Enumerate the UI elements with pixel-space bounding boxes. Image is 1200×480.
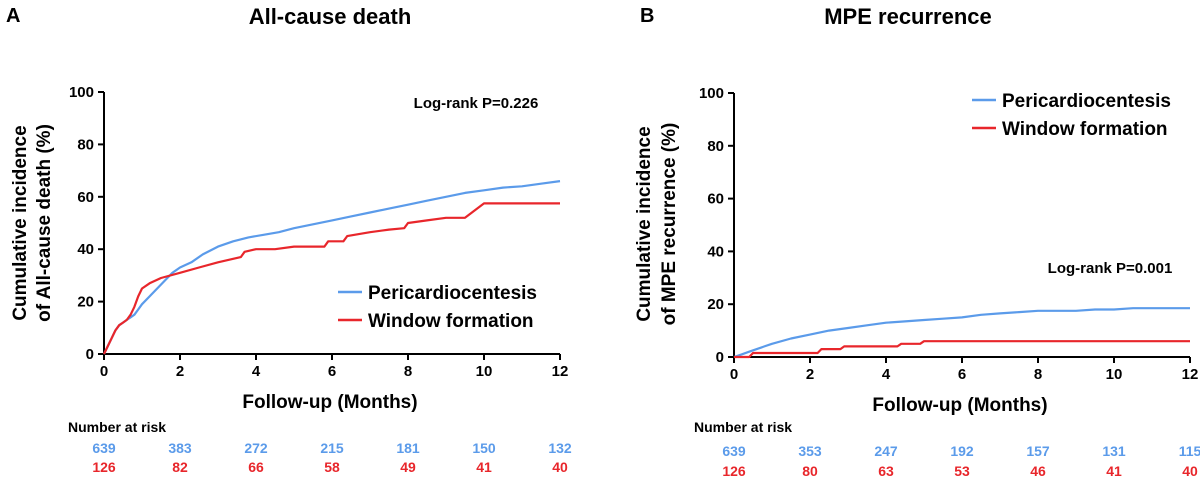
y-tick-label: 60 [707, 191, 724, 208]
y-tick-label: 20 [77, 294, 94, 311]
legend-label-window-formation: Window formation [368, 311, 534, 332]
x-tick-label: 4 [882, 366, 891, 383]
risk-count: 157 [1026, 443, 1050, 459]
log-rank-annotation: Log-rank P=0.001 [1048, 260, 1173, 277]
risk-count: 272 [244, 440, 268, 456]
y-tick-label: 80 [707, 138, 724, 155]
risk-count: 126 [722, 463, 746, 479]
x-tick-label: 4 [252, 363, 261, 380]
risk-count: 132 [548, 440, 572, 456]
x-tick-label: 10 [1106, 366, 1123, 383]
panel-letter: A [6, 5, 20, 27]
series-line-pericardiocentesis [733, 307, 1190, 359]
panel-letter: B [640, 5, 654, 27]
y-tick-label: 0 [716, 349, 724, 366]
risk-table-title: Number at risk [694, 419, 792, 435]
x-tick-label: 8 [404, 363, 412, 380]
risk-count: 80 [802, 463, 818, 479]
risk-count: 66 [248, 459, 264, 475]
y-tick-label: 100 [69, 84, 94, 101]
series-line-window-formation [734, 340, 1190, 359]
x-axis-label: Follow-up (Months) [872, 395, 1047, 416]
y-tick-label: 100 [699, 85, 724, 102]
y-axis-label-line-1: Cumulative incidence [634, 126, 655, 321]
risk-count: 63 [878, 463, 894, 479]
risk-count: 115 [1179, 443, 1200, 459]
x-tick-label: 12 [552, 363, 569, 380]
panel-a: A All-cause death 0 20 40 60 80 100 0 2 4 6 8 10 12 Fol… [6, 4, 572, 475]
risk-count: 383 [168, 440, 192, 456]
risk-count: 192 [950, 443, 974, 459]
risk-count: 58 [324, 459, 340, 475]
x-tick-label: 12 [1182, 366, 1199, 383]
y-tick-label: 20 [707, 296, 724, 313]
x-tick-label: 0 [100, 363, 108, 380]
legend-label-window-formation: Window formation [1002, 119, 1168, 140]
chart-title: MPE recurrence [824, 4, 992, 29]
risk-count: 639 [92, 440, 116, 456]
x-tick-label: 2 [176, 363, 184, 380]
y-axis-label-line-2: of MPE recurrence (%) [659, 123, 680, 326]
x-tick-label: 10 [476, 363, 493, 380]
y-tick-label: 0 [86, 346, 94, 363]
risk-count: 46 [1030, 463, 1046, 479]
risk-count: 247 [874, 443, 898, 459]
y-axis-label-line-2: of All-cause death (%) [34, 124, 55, 322]
x-tick-label: 2 [806, 366, 814, 383]
risk-count: 639 [722, 443, 746, 459]
risk-count: 150 [472, 440, 496, 456]
x-tick-label: 6 [958, 366, 966, 383]
risk-count: 53 [954, 463, 970, 479]
log-rank-annotation: Log-rank P=0.226 [414, 95, 539, 112]
chart-title: All-cause death [249, 4, 412, 29]
risk-count: 40 [552, 459, 568, 475]
y-tick-label: 80 [77, 136, 94, 153]
x-tick-label: 0 [730, 366, 738, 383]
risk-count: 215 [320, 440, 344, 456]
risk-table-title: Number at risk [68, 419, 166, 435]
legend-label-pericardiocentesis: Pericardiocentesis [368, 283, 537, 304]
risk-count: 40 [1182, 463, 1198, 479]
y-axis-label-line-1: Cumulative incidence [10, 125, 31, 320]
y-tick-label: 40 [77, 241, 94, 258]
x-tick-label: 6 [328, 363, 336, 380]
risk-count: 126 [92, 459, 116, 475]
x-axis-label: Follow-up (Months) [242, 392, 417, 413]
risk-count: 41 [1106, 463, 1122, 479]
series-line-window-formation [103, 202, 560, 355]
x-tick-label: 8 [1034, 366, 1042, 383]
risk-count: 353 [798, 443, 822, 459]
risk-count: 41 [476, 459, 492, 475]
y-tick-label: 60 [77, 189, 94, 206]
risk-count: 49 [400, 459, 416, 475]
legend-label-pericardiocentesis: Pericardiocentesis [1002, 91, 1171, 112]
risk-count: 131 [1102, 443, 1126, 459]
y-tick-label: 40 [707, 243, 724, 260]
risk-count: 82 [172, 459, 188, 475]
risk-count: 181 [396, 440, 420, 456]
